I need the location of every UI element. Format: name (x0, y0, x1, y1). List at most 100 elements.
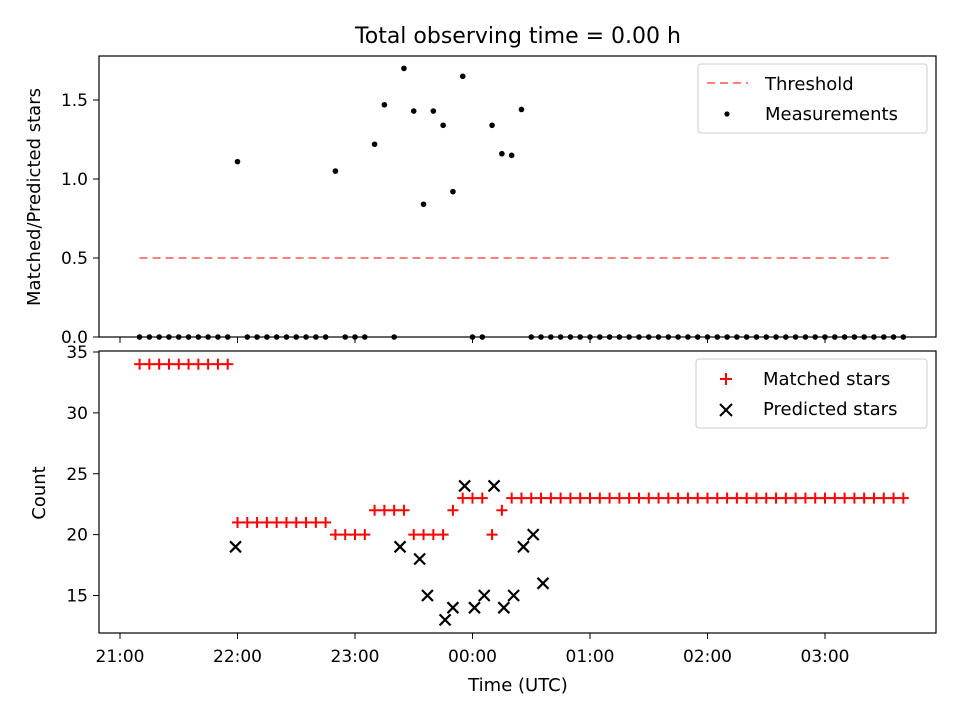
matched-star-marker (770, 492, 782, 504)
matched-star-marker (359, 529, 371, 541)
matched-star-marker (290, 516, 302, 528)
legend-measurements-swatch (724, 111, 730, 117)
matched-star-marker (555, 492, 567, 504)
legend-predicted-label: Predicted stars (763, 399, 897, 420)
matched-star-marker (790, 492, 802, 504)
bottom-y-ticks: 15 20 25 30 35 (66, 343, 99, 607)
matched-star-marker (241, 516, 253, 528)
matched-star-marker (467, 492, 478, 504)
top-y-tick-label: 0.5 (61, 249, 88, 269)
matched-star-marker (378, 504, 390, 516)
matched-star-marker (702, 492, 713, 504)
x-tick-label: 03:00 (801, 647, 850, 667)
predicted-star-marker (507, 589, 520, 602)
matched-star-marker (310, 516, 322, 528)
top-y-tick-label: 0.0 (61, 328, 88, 348)
bottom-y-tick-label: 20 (66, 526, 88, 546)
matched-star-marker (163, 358, 175, 370)
matched-star-marker (329, 529, 341, 541)
matched-star-marker (878, 492, 890, 504)
predicted-star-marker (446, 601, 460, 614)
top-y-tick-label: 1.0 (61, 170, 88, 190)
matched-star-marker (408, 529, 420, 541)
matched-star-marker (643, 492, 655, 504)
matched-star-marker (760, 492, 772, 504)
matched-star-marker (799, 492, 811, 504)
predicted-star-marker (477, 589, 491, 602)
matched-star-marker (604, 492, 616, 504)
predicted-star-marker (413, 552, 426, 566)
measurement-point (381, 101, 388, 108)
matched-star-marker (515, 492, 527, 504)
matched-star-marker (662, 492, 674, 504)
predicted-star-marker (536, 577, 550, 590)
measurement-point (371, 141, 378, 148)
matched-star-marker (692, 492, 704, 504)
matched-star-marker (300, 516, 312, 528)
predicted-star-marker (497, 601, 511, 614)
matched-star-marker (134, 358, 146, 370)
matched-star-marker (653, 492, 665, 504)
bottom-y-tick-label: 15 (66, 587, 88, 607)
matched-star-marker (682, 492, 694, 504)
matched-star-marker (897, 492, 909, 504)
x-tick-label: 02:00 (683, 647, 732, 667)
legend-matched-swatch (720, 373, 732, 385)
predicted-star-marker (468, 601, 481, 614)
measurement-point (430, 108, 437, 114)
matched-star-marker (819, 492, 831, 504)
matched-star-marker (496, 504, 508, 516)
predicted-star-marker (517, 540, 530, 554)
top-legend-box (697, 63, 928, 134)
matched-star-marker (476, 492, 488, 504)
matched-star-marker (261, 516, 273, 528)
bottom-panel: 15 20 25 30 35 21:00 22:00 23:00 00:00 01:00 02:0… (29, 343, 937, 696)
measurement-point (234, 158, 241, 165)
measurement-point (489, 122, 495, 129)
matched-star-marker (633, 492, 645, 504)
matched-star-marker (369, 504, 381, 516)
matched-star-marker (888, 492, 900, 504)
matched-star-marker (594, 492, 606, 504)
matched-star-marker (349, 529, 361, 541)
matched-star-marker (418, 529, 430, 541)
bottom-legend-box (695, 358, 928, 429)
bottom-y-tick-label: 25 (66, 465, 88, 485)
matched-star-marker (750, 492, 762, 504)
measurement-point (332, 168, 339, 174)
legend-measurements-label: Measurements (765, 104, 898, 125)
matched-star-marker (731, 492, 743, 504)
matched-star-marker (545, 492, 557, 504)
top-y-tick-label: 1.5 (61, 91, 88, 111)
matched-star-marker (398, 504, 410, 516)
matched-star-marker (388, 504, 400, 516)
matched-star-marker (721, 492, 733, 504)
predicted-star-marker (438, 613, 452, 627)
matched-star-marker (339, 529, 351, 541)
matched-star-marker (222, 358, 234, 370)
matched-star-marker (584, 492, 596, 504)
matched-star-marker (183, 358, 195, 370)
bottom-y-axis-label: Count (29, 466, 50, 519)
matched-star-marker (741, 492, 753, 504)
top-legend: Threshold Measurements (697, 63, 928, 134)
matched-star-marker (848, 492, 860, 504)
top-panel: 0.0 0.5 1.0 1.5 Matched/Predicted stars Thr… (24, 55, 937, 348)
top-y-ticks: 0.0 0.5 1.0 1.5 (61, 91, 99, 348)
matched-star-marker (829, 492, 841, 504)
x-axis-label: Time (UTC) (467, 675, 568, 696)
bottom-axes-frame (98, 350, 937, 634)
matched-star-marker (153, 358, 165, 370)
matched-star-marker (809, 492, 821, 504)
x-tick-label: 21:00 (96, 647, 145, 667)
x-tick-label: 01:00 (566, 647, 615, 667)
matched-star-marker (143, 358, 155, 370)
predicted-star-marker (393, 540, 407, 554)
matched-star-marker (271, 516, 283, 528)
predicted-stars-markers (229, 479, 550, 627)
matched-star-marker (437, 529, 449, 541)
measurement-point (518, 106, 525, 113)
matched-star-marker (525, 492, 537, 504)
measurement-point (450, 188, 456, 195)
bottom-x-ticks: 21:00 22:00 23:00 00:00 01:00 02:00 03:00 (96, 633, 850, 667)
